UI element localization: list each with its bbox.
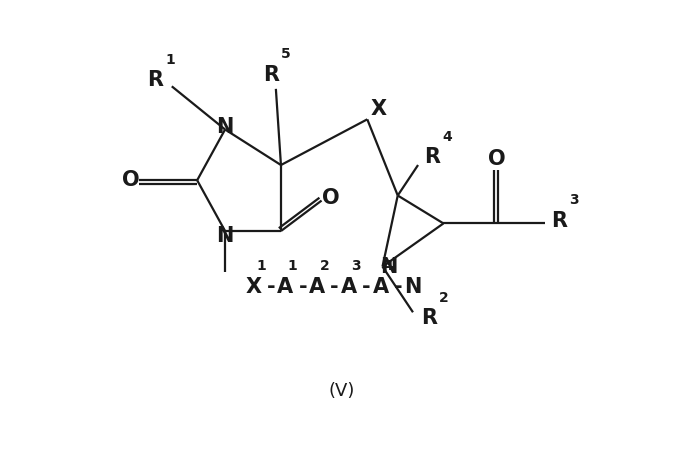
Text: (V): (V): [329, 382, 355, 400]
Text: N: N: [217, 117, 233, 137]
Text: R: R: [424, 148, 440, 167]
Text: -: -: [394, 277, 403, 297]
Text: -: -: [266, 277, 275, 297]
Text: O: O: [488, 149, 505, 169]
Text: 1: 1: [166, 53, 175, 67]
Text: R: R: [421, 308, 437, 329]
Text: 3: 3: [352, 259, 361, 273]
Text: 2: 2: [319, 259, 329, 273]
Text: R: R: [263, 65, 279, 85]
Text: -: -: [298, 277, 307, 297]
Text: N: N: [217, 226, 233, 246]
Text: O: O: [322, 188, 340, 208]
Text: 1: 1: [288, 259, 298, 273]
Text: A: A: [373, 277, 389, 297]
Text: X: X: [245, 277, 261, 297]
Text: 3: 3: [569, 193, 579, 207]
Text: 4: 4: [442, 130, 452, 143]
Text: R: R: [147, 70, 164, 90]
Text: 4: 4: [383, 259, 393, 273]
Text: R: R: [552, 211, 567, 231]
Text: A: A: [278, 277, 294, 297]
Text: A: A: [309, 277, 325, 297]
Text: 5: 5: [281, 48, 291, 61]
Text: O: O: [122, 170, 140, 190]
Text: N: N: [380, 256, 397, 276]
Text: -: -: [331, 277, 339, 297]
Text: X: X: [370, 99, 387, 119]
Text: 2: 2: [439, 291, 449, 305]
Text: A: A: [341, 277, 357, 297]
Text: -: -: [362, 277, 370, 297]
Text: N: N: [405, 277, 422, 297]
Text: 1: 1: [256, 259, 266, 273]
